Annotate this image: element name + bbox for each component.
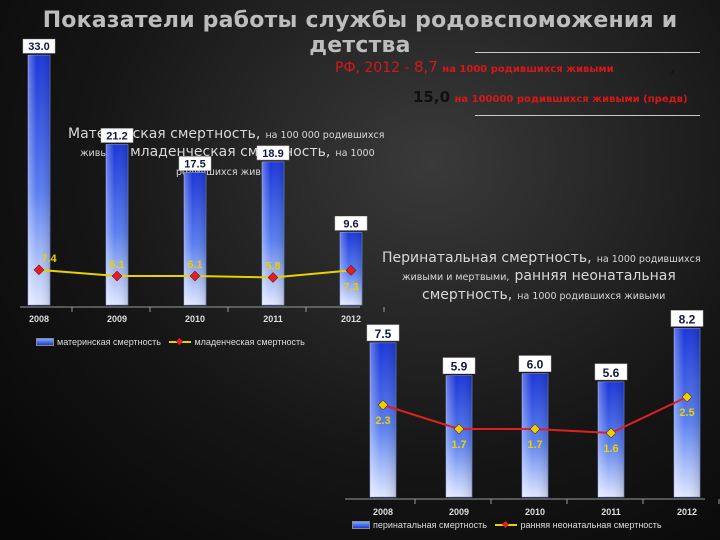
bar-value-label-2011: 18.9: [262, 148, 283, 160]
bar-label-box-2011: [594, 363, 628, 381]
chart2-caption-part: на 1000 родившихся: [596, 254, 701, 265]
legend-item-infant: младенческая смертность: [194, 336, 305, 347]
bar-label-box-2009: [100, 128, 134, 143]
bar-label-box-2008: [366, 324, 400, 342]
x-tick-label-2009: 2009: [449, 507, 469, 517]
rf-prefix: РФ, 2012 -: [335, 60, 414, 76]
line-marker-2010: [189, 270, 201, 282]
chart2-caption-part: ранняя неонатальная: [514, 268, 676, 285]
line-marker-2009: [111, 270, 123, 282]
header-divider-bottom: [475, 115, 700, 116]
bar-shine-2010: [184, 172, 206, 305]
bar-value-label-2010: 6.0: [527, 358, 544, 372]
line-value-label-2011: 5.8: [265, 260, 280, 272]
legend-item-neonatal: ранняя неонатальная смертность: [520, 519, 662, 530]
bar-shine-2009: [106, 144, 128, 305]
line-marker-2011: [267, 272, 279, 283]
x-tick-label-2011: 2011: [601, 507, 621, 517]
bar-value-label-2012: 8.2: [679, 312, 696, 326]
legend-item-maternal: материнская смертность: [57, 336, 161, 347]
rf-infant-extra: ,: [670, 58, 675, 76]
x-tick-label-2010: 2010: [185, 314, 205, 324]
chart1-caption-part: на 100 000 родившихся: [265, 130, 385, 141]
x-tick-label-2011: 2011: [263, 314, 283, 324]
legend-bar-swatch: [352, 520, 370, 529]
chart1-caption-part: родившихся живыми: [176, 166, 282, 178]
line-marker-2010: [529, 423, 541, 435]
bar-value-label-2012: 9.6: [343, 218, 358, 230]
bar-value-label-2010: 17.5: [184, 159, 205, 171]
bar-label-box-2012: [334, 216, 368, 231]
bar-label-box-2011: [256, 145, 290, 161]
bar-value-label-2011: 5.6: [603, 366, 620, 380]
bar-shine-2008: [370, 342, 396, 497]
bar-value-label-2009: 21.2: [106, 130, 127, 142]
line-marker-2011: [605, 427, 617, 439]
x-tick-label-2012: 2012: [341, 314, 361, 324]
line-marker-2008: [33, 264, 45, 276]
line-marker-2012: [681, 391, 693, 403]
page-title: Показатели работы службы родовспоможения…: [42, 8, 678, 58]
bar-label-box-2010: [178, 156, 212, 171]
chart2-caption-part: на 1000 родившихся живыми: [517, 290, 666, 302]
line-value-label-2012: 2.5: [679, 407, 694, 419]
bar-label-box-2010: [518, 355, 552, 372]
bar-shine-2008: [28, 55, 50, 306]
rf-maternal-line: 15,0 на 100000 родившихся живыми (предв): [413, 88, 688, 106]
bar-label-box-2008: [22, 38, 56, 54]
chart1-caption-part: на 1000: [335, 148, 375, 160]
x-tick-label-2012: 2012: [677, 507, 697, 517]
line-marker-2012: [345, 265, 357, 276]
bar-shine-2010: [522, 373, 548, 497]
bar-shine-2011: [598, 381, 624, 497]
line-value-label-2008: 2.3: [375, 415, 390, 427]
chart2-caption: Перинатальная смертность, на 1000 родивш…: [382, 248, 720, 303]
line-value-label-2008: 7.4: [41, 253, 57, 265]
chart2-caption-part: Перинатальная смертность,: [382, 250, 592, 266]
x-tick-label-2009: 2009: [107, 314, 127, 324]
line-value-label-2010: 1.7: [527, 439, 542, 451]
rf-maternal-value: 15,0: [413, 88, 451, 106]
bar-shine-2012: [674, 328, 700, 497]
line-value-label-2012: 7.3: [343, 281, 358, 293]
bar-shine-2011: [262, 161, 284, 305]
rf-infant-unit: на 1000 родившихся живыми: [442, 64, 614, 75]
chart1-legend: материнская смертность младенческая смер…: [36, 336, 311, 347]
line-value-label-2010: 6.1: [187, 259, 202, 271]
legend-item-perinatal: перинатальная смертность: [373, 519, 487, 530]
legend-bar-swatch: [36, 337, 54, 346]
chart2-caption-part: смертность,: [422, 286, 513, 303]
rf-infant-value: 8,7: [413, 58, 438, 76]
line-marker-2008: [377, 399, 389, 411]
chart2-caption-part: живыми и мертвыми,: [402, 272, 510, 284]
bar-label-box-2012: [670, 310, 704, 327]
line-marker-2009: [453, 423, 465, 435]
x-tick-label-2008: 2008: [29, 314, 49, 324]
bar-label-box-2009: [442, 357, 476, 374]
line-value-label-2009: 1.7: [451, 439, 466, 451]
legend-line-swatch: [495, 521, 518, 529]
rf-infant-line: РФ, 2012 - 8,7 на 1000 родившихся живыми…: [335, 58, 675, 76]
bar-value-label-2008: 33.0: [28, 41, 49, 53]
bar-value-label-2008: 7.5: [375, 327, 392, 341]
line-value-label-2009: 6.1: [109, 259, 124, 271]
bar-shine-2009: [446, 375, 472, 497]
legend-line-swatch: [169, 338, 192, 346]
bar-value-label-2009: 5.9: [451, 360, 468, 374]
line-value-label-2011: 1.6: [603, 443, 618, 455]
x-tick-label-2010: 2010: [525, 507, 545, 517]
rf-maternal-unit: на 100000 родившихся живыми (предв): [454, 94, 688, 105]
chart2-legend: перинатальная смертность ранняя неонатал…: [352, 519, 668, 530]
x-tick-label-2008: 2008: [373, 507, 393, 517]
chart1-caption-part: живыми: [80, 148, 122, 160]
header-divider-top: [475, 52, 700, 53]
